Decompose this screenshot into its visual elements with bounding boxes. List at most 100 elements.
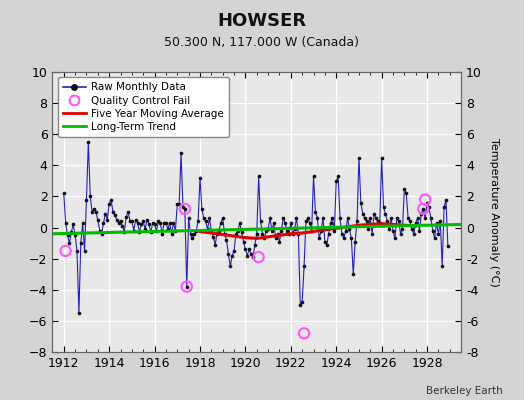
- Point: [184, 215, 193, 222]
- Point: [111, 212, 119, 218]
- Point: [260, 235, 268, 242]
- Point: [243, 252, 252, 259]
- Point: [134, 220, 142, 226]
- Point: [279, 215, 288, 222]
- Point: [99, 220, 107, 226]
- Point: [61, 248, 70, 254]
- Point: [328, 215, 336, 222]
- Point: [139, 218, 147, 224]
- Point: [323, 242, 331, 248]
- Point: [120, 229, 128, 236]
- Point: [219, 215, 227, 222]
- Point: [69, 221, 78, 228]
- Point: [274, 230, 282, 237]
- Point: [345, 226, 354, 232]
- Point: [207, 228, 215, 234]
- Point: [171, 228, 180, 234]
- Point: [141, 226, 149, 232]
- Point: [154, 218, 162, 224]
- Point: [103, 216, 112, 223]
- Point: [349, 271, 357, 278]
- Point: [281, 220, 289, 226]
- Point: [417, 210, 425, 217]
- Point: [358, 210, 367, 217]
- Point: [425, 204, 433, 210]
- Point: [385, 226, 394, 232]
- Point: [319, 215, 327, 222]
- Point: [392, 215, 401, 222]
- Point: [429, 228, 437, 234]
- Point: [113, 216, 121, 223]
- Point: [190, 230, 199, 237]
- Point: [343, 215, 352, 222]
- Point: [342, 228, 350, 234]
- Point: [124, 209, 132, 215]
- Point: [395, 218, 403, 224]
- Point: [362, 218, 370, 224]
- Point: [387, 215, 395, 222]
- Point: [237, 229, 246, 236]
- Point: [326, 220, 335, 226]
- Point: [383, 218, 391, 224]
- Point: [158, 230, 166, 237]
- Point: [379, 204, 388, 210]
- Point: [196, 174, 204, 181]
- Point: [61, 220, 70, 226]
- Point: [374, 218, 382, 224]
- Point: [377, 154, 386, 161]
- Point: [364, 226, 373, 232]
- Point: [236, 220, 244, 226]
- Point: [201, 218, 210, 224]
- Point: [182, 284, 191, 290]
- Point: [63, 232, 72, 238]
- Point: [406, 218, 414, 224]
- Point: [436, 218, 444, 224]
- Point: [77, 240, 85, 246]
- Point: [156, 220, 165, 226]
- Point: [421, 215, 429, 222]
- Point: [181, 206, 189, 212]
- Point: [317, 228, 325, 234]
- Point: [168, 230, 176, 237]
- Point: [150, 221, 159, 228]
- Point: [347, 235, 356, 242]
- Point: [250, 242, 259, 248]
- Point: [434, 230, 443, 237]
- Point: [275, 238, 283, 245]
- Point: [268, 228, 276, 234]
- Point: [234, 228, 242, 234]
- Point: [84, 139, 93, 145]
- Point: [203, 226, 212, 232]
- Point: [442, 196, 450, 203]
- Point: [351, 238, 359, 245]
- Point: [107, 196, 115, 203]
- Point: [298, 299, 307, 306]
- Point: [109, 209, 117, 215]
- Point: [116, 218, 125, 224]
- Point: [264, 226, 272, 232]
- Text: 50.300 N, 117.000 W (Canada): 50.300 N, 117.000 W (Canada): [165, 36, 359, 49]
- Point: [296, 302, 304, 308]
- Point: [340, 235, 348, 242]
- Point: [338, 230, 346, 237]
- Point: [73, 248, 81, 254]
- Point: [118, 223, 127, 229]
- Point: [413, 215, 422, 222]
- Point: [179, 204, 187, 210]
- Point: [258, 230, 267, 237]
- Point: [162, 220, 170, 226]
- Point: [289, 230, 297, 237]
- Point: [122, 214, 130, 220]
- Point: [432, 220, 441, 226]
- Point: [66, 240, 74, 246]
- Point: [430, 235, 439, 242]
- Point: [205, 215, 214, 222]
- Point: [169, 220, 178, 226]
- Point: [353, 218, 361, 224]
- Point: [194, 218, 202, 224]
- Point: [308, 228, 316, 234]
- Point: [129, 228, 138, 234]
- Point: [324, 230, 333, 237]
- Point: [216, 220, 225, 226]
- Point: [376, 220, 384, 226]
